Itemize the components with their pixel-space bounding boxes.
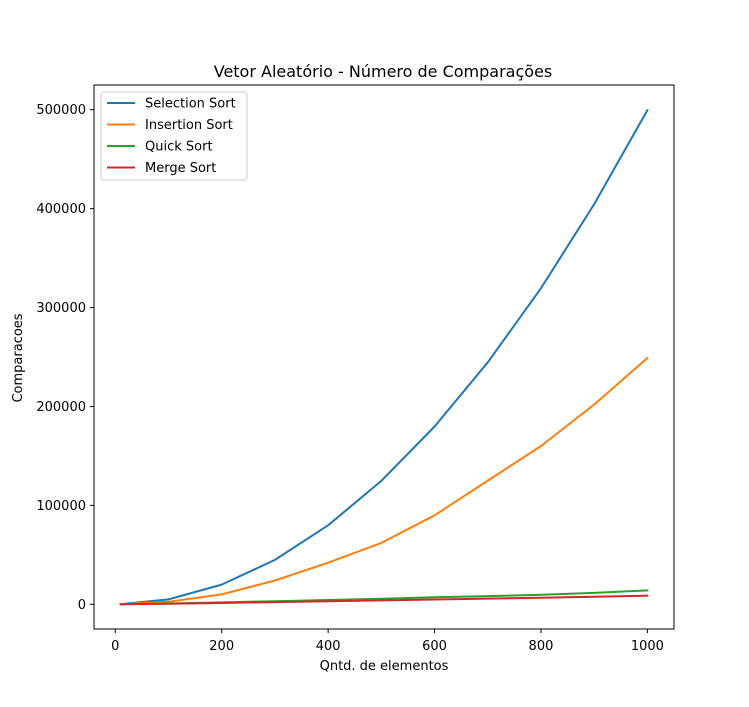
y-tick-label: 200000 [36, 400, 86, 415]
y-axis-label: Comparacoes [11, 313, 26, 402]
series-line-1 [119, 108, 649, 606]
legend-label: Quick Sort [145, 140, 213, 155]
chart-title: Vetor Aleatório - Número de Comparações [214, 62, 553, 81]
series-line-2 [119, 356, 649, 606]
x-axis: 0 200 400 600 800 1000 [111, 629, 664, 654]
legend: Selection Sort Insertion Sort Quick Sort Me… [100, 91, 248, 181]
legend-box [100, 91, 248, 181]
y-axis: 0 100000 200000 300000 400000 500000 [36, 103, 94, 613]
x-tick-label: 600 [422, 639, 447, 654]
x-axis-label: Qntd. de elementos [320, 659, 449, 674]
y-tick-label: 400000 [36, 202, 86, 217]
legend-label: Merge Sort [145, 161, 216, 176]
legend-label: Insertion Sort [145, 118, 233, 133]
y-tick-label: 100000 [36, 499, 86, 514]
x-tick-label: 400 [316, 639, 341, 654]
y-tick-label: 500000 [36, 103, 86, 118]
legend-label: Selection Sort [145, 97, 236, 112]
x-tick-label: 800 [529, 639, 554, 654]
series-lines [119, 108, 649, 606]
y-tick-label: 300000 [36, 301, 86, 316]
x-tick-label: 0 [111, 639, 119, 654]
plot-area-frame [93, 84, 675, 630]
y-tick-label: 0 [78, 598, 86, 613]
x-tick-label: 1000 [631, 639, 664, 654]
x-tick-label: 200 [209, 639, 234, 654]
series-line-4 [119, 594, 649, 606]
